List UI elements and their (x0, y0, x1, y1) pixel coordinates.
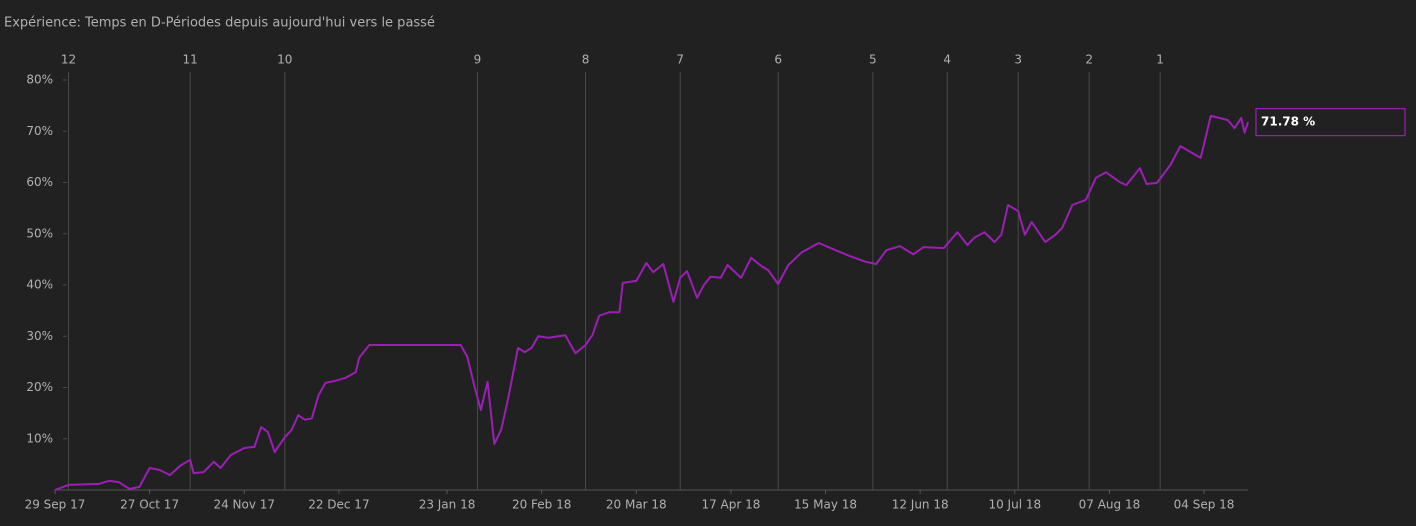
x-tick-label: 24 Nov 17 (213, 498, 275, 512)
x-tick-label: 20 Mar 18 (606, 498, 667, 512)
x-tick-label: 23 Jan 18 (419, 498, 476, 512)
period-label: 9 (474, 53, 482, 67)
x-tick-label: 22 Dec 17 (308, 498, 369, 512)
period-label: 5 (869, 53, 877, 67)
period-label: 1 (1156, 53, 1164, 67)
y-tick-label: 60% (26, 175, 53, 189)
x-tick-label: 12 Jun 18 (892, 498, 949, 512)
period-label: 12 (61, 53, 76, 67)
x-tick-label: 15 May 18 (794, 498, 857, 512)
x-tick-label: 17 Apr 18 (701, 498, 760, 512)
y-tick-label: 50% (26, 226, 53, 240)
value-box (1255, 108, 1406, 137)
x-tick-label: 10 Jul 18 (988, 498, 1041, 512)
y-tick-label: 80% (26, 73, 53, 87)
y-tick-label: 30% (26, 329, 53, 343)
y-tick-label: 40% (26, 278, 53, 292)
data-line (54, 114, 1249, 491)
period-label: 10 (277, 53, 292, 67)
x-tick-label: 07 Aug 18 (1079, 498, 1141, 512)
period-label: 4 (943, 53, 951, 67)
y-tick-label: 70% (26, 124, 53, 138)
x-tick-label: 27 Oct 17 (120, 498, 179, 512)
period-label: 11 (183, 53, 198, 67)
x-tick-label: 29 Sep 17 (25, 498, 86, 512)
x-tick-label: 20 Feb 18 (512, 498, 571, 512)
y-tick-label: 20% (26, 380, 53, 394)
period-label: 2 (1085, 53, 1093, 67)
x-tick-label: 04 Sep 18 (1174, 498, 1235, 512)
period-label: 6 (774, 53, 782, 67)
chart-title: Expérience: Temps en D-Périodes depuis a… (4, 16, 435, 31)
period-label: 7 (676, 53, 684, 67)
value-label: 71.78 % (1261, 115, 1315, 129)
period-label: 3 (1014, 53, 1022, 67)
y-tick-label: 10% (26, 431, 53, 445)
period-label: 8 (582, 53, 590, 67)
